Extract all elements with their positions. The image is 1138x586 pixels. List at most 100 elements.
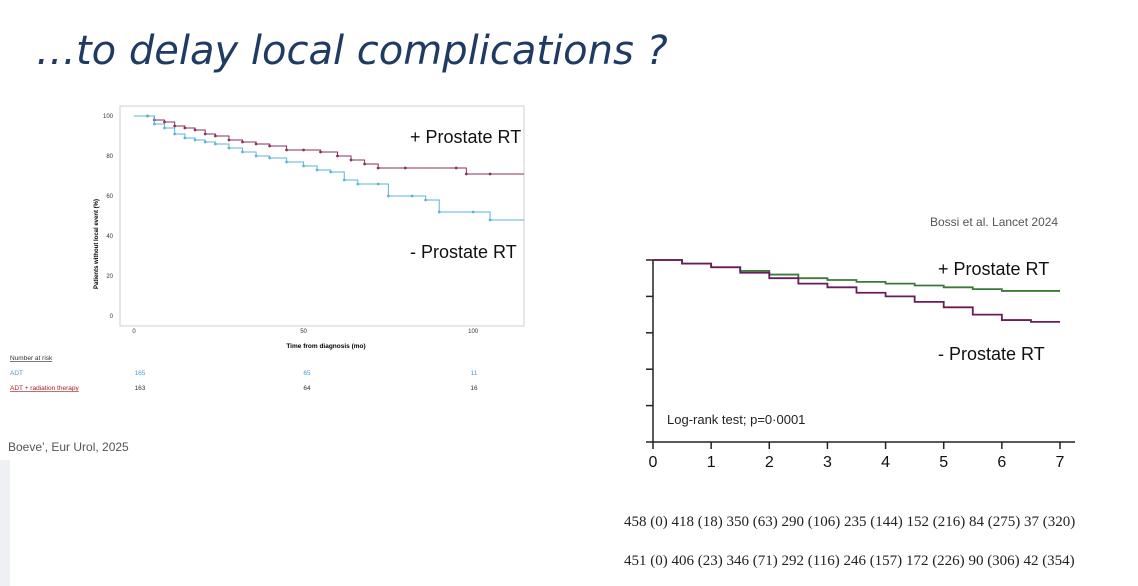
left-y-tick-label: 40 [106,234,113,240]
left-censor-mark [376,182,380,186]
left-y-axis-label: Patients without local event (%) [94,199,100,289]
right-risk-value: 152 (216) [906,514,969,530]
left-censor-mark [386,194,390,198]
left-censor-mark [241,140,244,144]
left-censor-mark [213,142,217,146]
left-censor-mark [268,144,272,148]
left-censor-mark [203,132,207,136]
left-censor-mark [173,124,177,128]
left-y-tick-label: 0 [110,314,114,320]
right-annotation-plus-rt: + Prostate RT [938,259,1049,279]
left-censor-mark [356,182,360,186]
left-x-tick-label: 100 [468,329,479,335]
right-logrank-annotation: Log-rank test; p=0·0001 [667,412,805,427]
left-censor-mark [376,166,380,170]
right-x-tick-label: 3 [823,454,832,471]
left-edge-strip [0,460,10,586]
left-series-line-adt [134,115,524,221]
right-x-tick-label: 5 [939,454,948,471]
left-censor-mark [173,132,177,136]
left-plot-frame [119,105,525,327]
left-y-tick-label: 100 [103,114,114,120]
left-censor-mark [183,126,187,130]
left-censor-mark [319,150,322,154]
right-risk-value: 458 (0) [624,514,672,530]
right-risk-row-2: 451 (0) 406 (23) 346 (71) 292 (116) 246 … [624,553,1075,570]
right-risk-value: 84 (275) [969,514,1024,530]
right-risk-value: 235 (144) [844,514,907,530]
left-risk-value: 65 [303,370,311,377]
right-risk-value: 418 (18) [671,514,727,530]
left-censor-mark [183,136,187,140]
right-risk-value: 346 (71) [726,553,782,569]
left-censor-mark [302,164,305,168]
left-censor-mark [410,194,414,198]
left-censor-mark [488,172,492,176]
right-x-tick-label: 6 [997,454,1006,471]
right-x-tick-label: 7 [1056,454,1065,471]
right-km-panel: 0 1 2 3 4 5 6 7 + Prostate RT - Prostate RT Log… [640,250,1080,480]
left-annotation-plus-rt: + Prostate RT [410,127,521,147]
left-number-at-risk: Number at risk ADT 165 65 11 ADT + radia… [10,355,478,392]
right-risk-value: 292 (116) [781,553,844,569]
left-censor-mark [241,150,244,154]
left-censor-mark [403,166,407,170]
left-y-tick-label: 20 [106,274,113,280]
left-km-panel: Patients without local event (%) 0 20 40 60… [86,104,530,356]
right-risk-value: 406 (23) [671,553,727,569]
left-censor-mark [363,162,367,166]
left-risk-row-name: ADT [10,370,23,377]
right-risk-value: 172 (226) [905,553,969,569]
left-y-tick-label: 80 [106,154,113,160]
left-censor-mark [163,120,166,124]
right-series-line-minus-rt [653,259,1060,323]
left-censor-mark [315,168,319,172]
left-risk-value: 165 [135,370,146,377]
right-risk-value: 90 (306) [968,553,1024,569]
left-risk-value: 11 [471,370,478,377]
left-annotation-minus-rt: - Prostate RT [410,242,517,262]
left-censor-mark [285,148,289,152]
slide-title: …to delay local complications ? [36,28,668,74]
left-censor-mark [163,126,166,130]
left-risk-title: Number at risk [10,355,53,362]
right-risk-value: 451 (0) [624,553,672,569]
left-censor-mark [268,156,272,160]
left-risk-value: 64 [303,385,311,392]
left-x-tick-label: 0 [132,329,136,335]
right-risk-value: 246 (157) [843,553,906,569]
left-censor-mark [424,198,428,202]
left-censor-mark [488,218,492,222]
right-risk-value: 37 (320) [1024,514,1076,530]
left-censor-mark [437,210,441,214]
right-x-tick-label: 1 [707,454,716,471]
right-risk-value: 350 (63) [726,514,782,530]
left-risk-value: 163 [135,385,146,392]
left-censor-mark [285,160,289,164]
left-censor-mark [464,172,468,176]
right-risk-value: 290 (106) [781,514,844,530]
left-censor-mark [329,170,333,174]
left-citation: Boeve’, Eur Urol, 2025 [8,440,129,454]
left-y-tick-label: 60 [106,194,113,200]
left-x-tick-label: 50 [300,329,307,335]
right-x-tick-label: 0 [649,454,658,471]
right-risk-row-1: 458 (0) 418 (18) 350 (63) 290 (106) 235 … [624,514,1075,531]
left-censor-mark [336,154,339,158]
left-censor-mark [471,210,475,214]
left-censor-mark [254,154,258,158]
left-risk-value: 16 [470,385,478,392]
right-risk-value: 42 (354) [1023,553,1075,569]
left-censor-mark [146,114,149,118]
left-censor-mark [302,148,305,152]
right-citation: Bossi et al. Lancet 2024 [930,215,1059,229]
left-censor-mark [227,146,231,150]
left-censor-mark [193,138,197,142]
left-censor-mark [152,122,156,126]
left-censor-mark [349,158,353,162]
left-km-chart: Patients without local event (%) 0 20 40 60… [94,105,525,350]
right-annotation-minus-rt: - Prostate RT [938,344,1045,364]
left-x-axis-label: Time from diagnosis (mo) [286,343,365,350]
left-censor-mark [203,140,207,144]
left-censor-mark [213,134,217,138]
